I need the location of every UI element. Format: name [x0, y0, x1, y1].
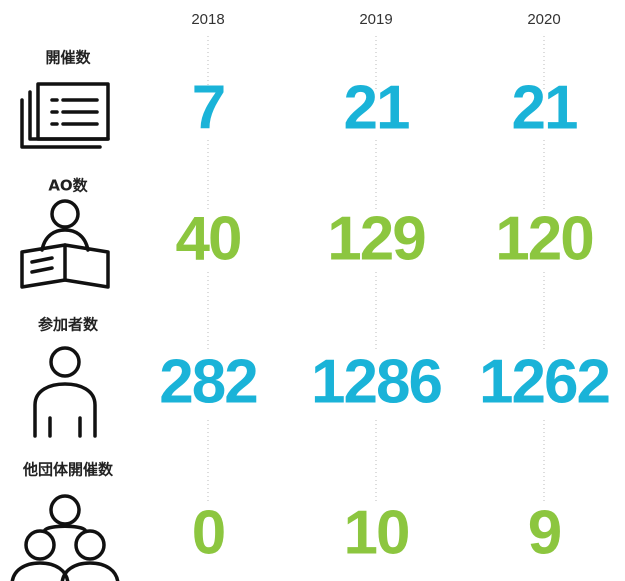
stat-value: 21 — [344, 73, 409, 142]
icons — [10, 82, 120, 581]
group-icon — [10, 494, 120, 581]
stat-value: 120 — [495, 204, 592, 273]
stat-value: 10 — [344, 498, 409, 567]
year-label: 2020 — [527, 11, 560, 28]
stat-value: 7 — [192, 73, 224, 142]
row-label: AO数 — [48, 177, 88, 195]
year-label: 2019 — [359, 11, 392, 28]
row-label: 他団体開催数 — [22, 461, 114, 479]
document-icon — [20, 82, 110, 149]
stat-value: 282 — [159, 347, 256, 416]
stat-value: 129 — [327, 204, 425, 273]
stat-value: 9 — [528, 498, 561, 567]
reader-icon — [20, 199, 110, 289]
stat-value: 0 — [192, 498, 224, 567]
stat-value: 21 — [512, 73, 577, 142]
stat-value: 40 — [176, 204, 241, 273]
stat-value: 1286 — [311, 347, 441, 416]
person-icon — [33, 346, 97, 438]
stat-value: 1262 — [479, 347, 609, 416]
row-label: 参加者数 — [38, 316, 99, 334]
year-label: 2018 — [191, 11, 224, 28]
row-label: 開催数 — [45, 49, 91, 67]
